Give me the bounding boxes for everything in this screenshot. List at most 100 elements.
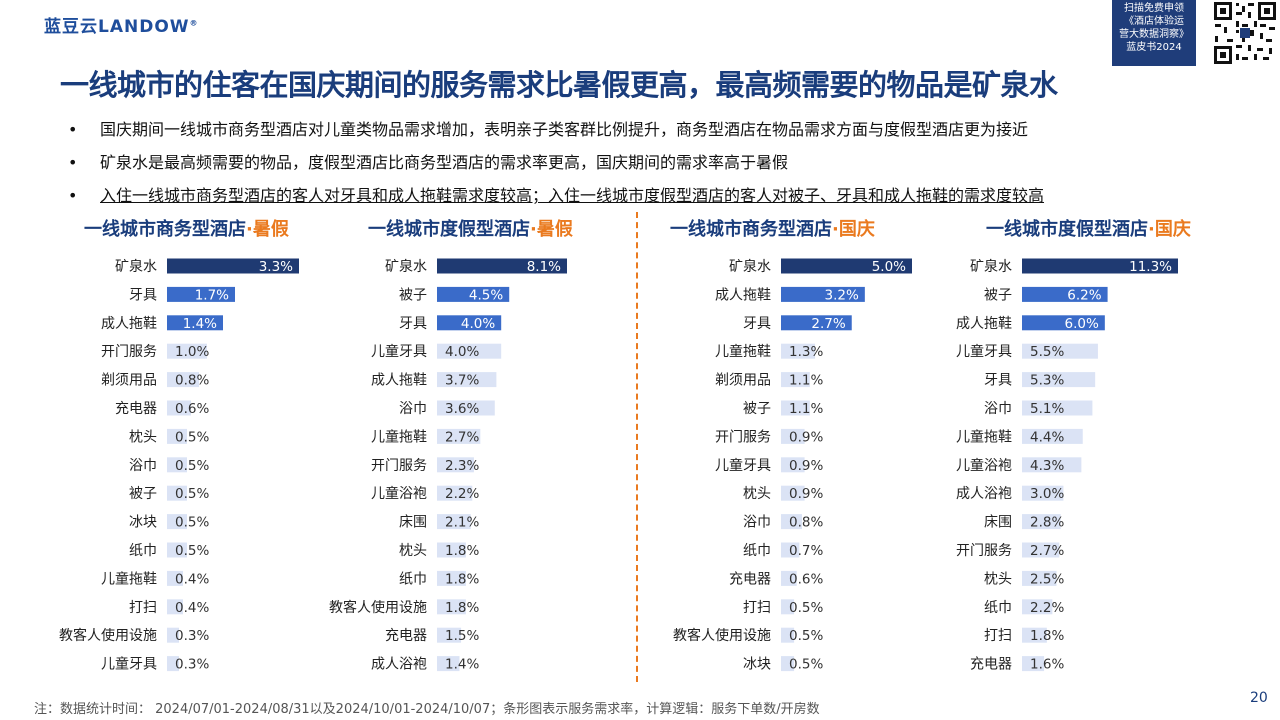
bar (167, 570, 183, 586)
value-label: 0.9% (789, 486, 823, 502)
value-label: 3.6% (445, 401, 479, 417)
category-label: 枕头 (399, 543, 427, 559)
value-label: 0.4% (175, 600, 209, 616)
bar (781, 570, 797, 586)
value-label: 2.7% (1030, 543, 1064, 559)
bar (437, 315, 502, 331)
value-label: 5.0% (872, 259, 906, 275)
bar (1022, 286, 1108, 302)
bar (437, 286, 510, 302)
bar (781, 599, 795, 615)
bar (437, 599, 466, 615)
bar (437, 428, 481, 444)
bar (781, 656, 795, 672)
bar-charts: 矿泉水 3.3% 牙具 1.7% 成人拖鞋 1.4% 开门服务 1.0% 剃须用品 0.8% 充电器… (59, 258, 1178, 673)
category-label: 牙具 (129, 287, 157, 303)
value-label: 1.4% (183, 316, 217, 332)
bar-chart-2: 矿泉水 8.1% 被子 4.5% 牙具 4.0% 儿童牙具 4.0% 成人拖鞋 3.7% 浴巾 3.6… (329, 258, 567, 673)
category-label: 纸巾 (984, 600, 1012, 616)
value-label: 1.3% (789, 344, 823, 360)
value-label: 1.5% (445, 628, 479, 644)
category-label: 床围 (984, 515, 1012, 531)
value-label: 0.6% (175, 401, 209, 417)
category-label: 儿童拖鞋 (101, 570, 157, 587)
summary-bullets: 国庆期间一线城市商务型酒店对儿童类物品需求增加，表明亲子类客群比例提升，商务型酒… (68, 120, 1248, 219)
value-label: 3.2% (825, 287, 859, 303)
value-label: 5.1% (1030, 401, 1064, 417)
category-label: 被子 (399, 287, 427, 303)
bar (1022, 656, 1045, 672)
value-label: 11.3% (1129, 259, 1172, 275)
bar (437, 570, 466, 586)
bar-chart-4: 矿泉水 11.3% 被子 6.2% 成人拖鞋 6.0% 儿童牙具 5.5% 牙具 5.3% 浴巾 5.… (956, 258, 1178, 673)
bar-chart-1: 矿泉水 3.3% 牙具 1.7% 成人拖鞋 1.4% 开门服务 1.0% 剃须用品 0.8% 充电器… (59, 258, 299, 673)
category-label: 儿童浴袍 (371, 485, 427, 502)
category-label: 成人浴袍 (371, 657, 427, 673)
chart-title-business-national: 一线城市商务型酒店·国庆 (670, 219, 875, 240)
value-label: 1.0% (175, 344, 209, 360)
bar (1022, 570, 1057, 586)
category-label: 成人拖鞋 (101, 316, 157, 332)
value-label: 1.7% (195, 287, 229, 303)
category-label: 牙具 (399, 316, 427, 332)
bar (1022, 457, 1082, 473)
chart-title-resort-national: 一线城市度假型酒店·国庆 (986, 219, 1191, 240)
bar (1022, 542, 1060, 558)
bar (781, 286, 865, 302)
value-label: 1.8% (1030, 628, 1064, 644)
bar (781, 343, 816, 359)
category-label: 教客人使用设施 (59, 627, 157, 644)
bar (437, 542, 466, 558)
category-label: 矿泉水 (729, 258, 771, 275)
value-label: 1.4% (445, 657, 479, 673)
category-label: 儿童牙具 (956, 343, 1012, 360)
bar (437, 656, 460, 672)
category-label: 浴巾 (129, 458, 157, 474)
brand-logo: 蓝豆云LANDOW® (44, 17, 199, 37)
bar (781, 485, 805, 501)
category-label: 儿童牙具 (101, 656, 157, 673)
bar (1022, 400, 1093, 416)
promo-banner[interactable]: 扫描免费申领 《酒店体验运 营大数据洞察》 蓝皮书2024 (1112, 0, 1196, 66)
category-label: 浴巾 (743, 515, 771, 531)
value-label: 0.3% (175, 628, 209, 644)
category-label: 枕头 (129, 429, 157, 445)
category-label: 被子 (984, 287, 1012, 303)
value-label: 0.8% (175, 373, 209, 389)
bar (1022, 372, 1096, 388)
category-label: 充电器 (385, 628, 427, 644)
category-label: 儿童牙具 (715, 457, 771, 474)
bar (167, 514, 187, 530)
bar (1022, 258, 1178, 274)
category-label: 剃须用品 (715, 373, 771, 389)
bar (1022, 343, 1098, 359)
bar (167, 400, 191, 416)
bar (1022, 514, 1061, 530)
bar (781, 627, 795, 643)
bar (781, 258, 912, 274)
category-label: 浴巾 (984, 401, 1012, 417)
value-label: 0.5% (789, 657, 823, 673)
value-label: 0.5% (789, 628, 823, 644)
bar (437, 343, 502, 359)
category-label: 枕头 (743, 486, 771, 502)
bullet-item: 矿泉水是最高频需要的物品，度假型酒店比商务型酒店的需求率更高，国庆期间的需求率高… (68, 153, 1248, 186)
value-label: 3.7% (445, 373, 479, 389)
category-label: 冰块 (743, 657, 771, 673)
category-label: 纸巾 (129, 543, 157, 559)
bar (1022, 599, 1053, 615)
bar (167, 542, 187, 558)
category-label: 矿泉水 (385, 258, 427, 275)
bar (437, 400, 495, 416)
qr-code-icon[interactable] (1212, 0, 1278, 66)
value-label: 0.5% (789, 600, 823, 616)
category-label: 床围 (399, 515, 427, 531)
category-label: 开门服务 (715, 429, 771, 445)
bar (167, 457, 187, 473)
promo-line: 蓝皮书2024 (1126, 42, 1182, 53)
value-label: 4.0% (461, 316, 495, 332)
value-label: 8.1% (527, 259, 561, 275)
category-label: 成人拖鞋 (956, 316, 1012, 332)
value-label: 2.3% (445, 458, 479, 474)
bar (781, 400, 810, 416)
